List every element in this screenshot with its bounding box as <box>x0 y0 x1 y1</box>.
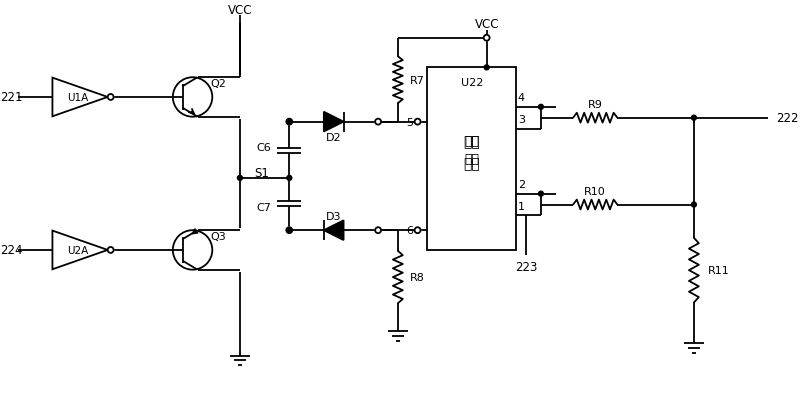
Circle shape <box>108 247 114 253</box>
Text: VCC: VCC <box>474 18 499 31</box>
Text: C6: C6 <box>257 143 271 152</box>
Bar <box>427 68 516 250</box>
Circle shape <box>538 192 543 197</box>
Circle shape <box>375 228 381 234</box>
Text: 4: 4 <box>518 93 525 103</box>
Circle shape <box>286 119 292 125</box>
Circle shape <box>375 119 381 125</box>
Text: D3: D3 <box>326 212 342 222</box>
Polygon shape <box>324 221 343 241</box>
Text: S1: S1 <box>254 167 269 180</box>
Text: 223: 223 <box>515 260 538 273</box>
Circle shape <box>238 176 242 181</box>
Text: 222: 222 <box>776 112 798 125</box>
Text: D2: D2 <box>326 133 342 143</box>
Circle shape <box>414 119 421 125</box>
Text: R11: R11 <box>708 266 730 275</box>
Text: R10: R10 <box>584 186 606 196</box>
Text: 开关: 开关 <box>463 134 480 149</box>
Circle shape <box>484 36 490 42</box>
Text: 6: 6 <box>406 226 413 236</box>
Circle shape <box>287 228 292 233</box>
Text: 221: 221 <box>0 91 22 104</box>
Text: C7: C7 <box>257 202 271 213</box>
Text: 5: 5 <box>406 117 413 127</box>
Text: R9: R9 <box>588 100 602 110</box>
Text: R8: R8 <box>410 273 425 282</box>
Text: R7: R7 <box>410 75 425 85</box>
Circle shape <box>287 120 292 125</box>
Circle shape <box>691 202 696 207</box>
Circle shape <box>287 176 292 181</box>
Text: U1A: U1A <box>67 93 89 103</box>
Text: 模块: 模块 <box>463 157 480 171</box>
Circle shape <box>286 228 292 234</box>
Text: 模块: 模块 <box>464 153 479 166</box>
Text: 1: 1 <box>518 201 525 211</box>
Text: U22: U22 <box>461 78 483 88</box>
Circle shape <box>414 228 421 234</box>
Circle shape <box>691 116 696 121</box>
Text: 开关: 开关 <box>464 135 479 148</box>
Circle shape <box>484 66 489 70</box>
Text: 224: 224 <box>0 244 22 257</box>
Text: 3: 3 <box>518 114 525 124</box>
Text: VCC: VCC <box>228 4 252 17</box>
Polygon shape <box>324 113 343 132</box>
Text: 2: 2 <box>518 179 525 189</box>
Circle shape <box>108 95 114 101</box>
Text: Q3: Q3 <box>210 232 226 241</box>
Circle shape <box>538 105 543 110</box>
Text: Q2: Q2 <box>210 79 226 89</box>
Text: U2A: U2A <box>67 245 89 255</box>
